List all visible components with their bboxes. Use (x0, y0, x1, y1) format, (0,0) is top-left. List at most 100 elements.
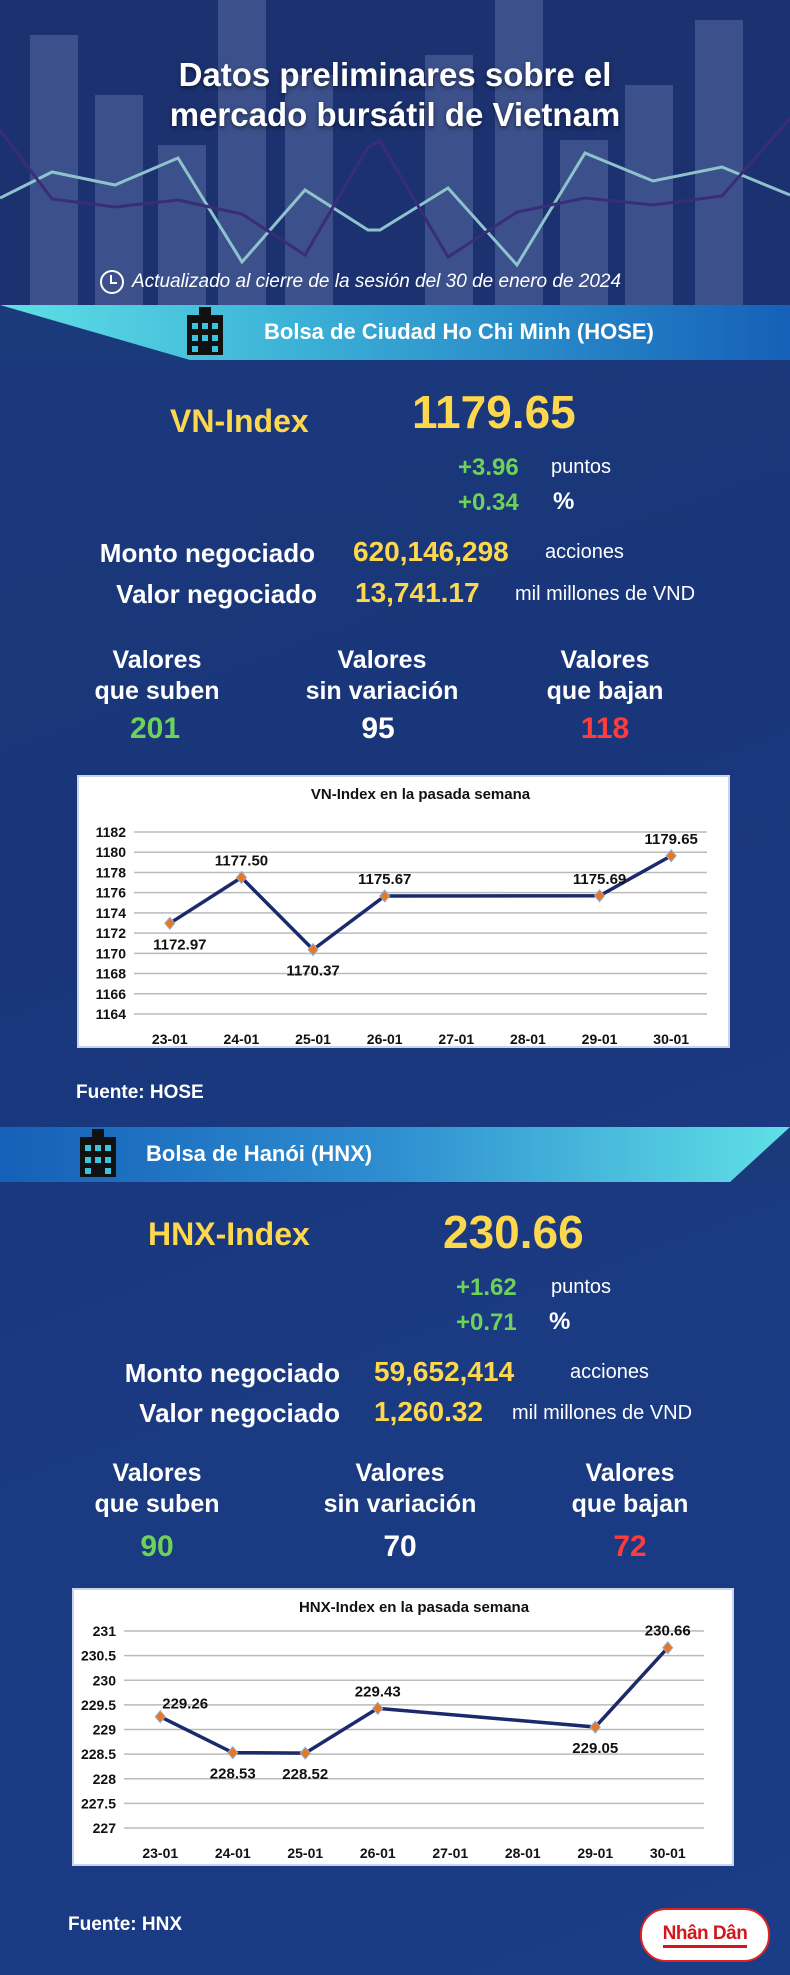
label-line: Valores (112, 1459, 202, 1487)
hose-banner-title: Bolsa de Ciudad Ho Chi Minh (HOSE) (264, 319, 654, 344)
clock-icon (100, 270, 124, 294)
label-line: Valores (585, 1459, 675, 1487)
hnx-source: Fuente: HNX (68, 1914, 182, 1935)
value-unit: mil millones de VND (512, 1402, 693, 1424)
updated-text: Actualizado al cierre de la sesión del 3… (132, 271, 622, 292)
title-line-1: Datos preliminares sobre el (178, 56, 612, 93)
y-tick-label: 1170 (96, 945, 127, 961)
label-line: Valores (355, 1459, 445, 1487)
data-label: 229.43 (355, 1683, 401, 1700)
data-point (662, 1640, 674, 1655)
label-line: Valores (560, 646, 650, 674)
hose-source: Fuente: HOSE (76, 1082, 204, 1103)
x-tick-label: 28-01 (510, 1031, 546, 1046)
vn-index-label: VN-Index (170, 403, 309, 439)
x-tick-label: 29-01 (582, 1031, 618, 1046)
decliners-label: Valores que bajan (530, 1458, 730, 1520)
y-tick-label: 1172 (96, 925, 127, 941)
unchanged-count: 95 (361, 712, 395, 745)
bg-bar (285, 75, 333, 305)
data-point (665, 848, 677, 863)
data-point (372, 1701, 384, 1716)
label-line: sin variación (305, 677, 459, 705)
y-tick-label: 227 (93, 1820, 117, 1836)
hnx-index-value: 230.66 (443, 1206, 584, 1258)
x-tick-label: 27-01 (438, 1031, 474, 1046)
bg-bar (30, 35, 78, 305)
x-tick-label: 24-01 (224, 1031, 260, 1046)
x-tick-label: 26-01 (360, 1845, 396, 1861)
bg-bar (95, 95, 143, 305)
y-tick-label: 230 (93, 1672, 117, 1688)
value-amount: 1,260.32 (374, 1396, 483, 1427)
vn-index-value: 1179.65 (412, 386, 576, 438)
data-point (235, 870, 248, 885)
y-tick-label: 1174 (96, 905, 127, 921)
x-tick-label: 27-01 (432, 1845, 468, 1861)
nhan-dan-logo: Nhân Dân (640, 1908, 770, 1962)
label-line: sin variación (323, 1490, 477, 1518)
hnx-change-pct: +0.71 (456, 1309, 517, 1336)
advancers-label: Valores que suben (57, 645, 257, 707)
hose-banner: Bolsa de Ciudad Ho Chi Minh (HOSE) (0, 305, 790, 360)
decliners-count: 118 (580, 712, 630, 745)
bg-bar (625, 85, 673, 305)
data-label: 229.05 (572, 1740, 618, 1757)
bg-bar (218, 0, 266, 305)
bg-bar (425, 55, 473, 305)
y-tick-label: 229.5 (81, 1697, 116, 1713)
y-tick-label: 230.5 (81, 1648, 116, 1664)
decorative-lines (0, 117, 790, 268)
hnx-change-points: +1.62 (456, 1274, 517, 1301)
unchanged-label: Valores sin variación (300, 1458, 500, 1520)
y-tick-label: 1166 (96, 986, 127, 1002)
advancers-count: 201 (129, 712, 181, 745)
data-point (307, 942, 319, 957)
points-unit: puntos (551, 456, 612, 478)
x-tick-label: 26-01 (367, 1031, 403, 1046)
volume-value: 59,652,414 (374, 1356, 515, 1387)
volume-label: Monto negociado (124, 1358, 340, 1388)
decliners-label: Valores que bajan (505, 645, 705, 707)
bg-bar (695, 20, 743, 305)
x-tick-label: 25-01 (287, 1845, 323, 1861)
vn-change-pct: +0.34 (458, 489, 519, 516)
data-label: 228.53 (210, 1766, 256, 1783)
advancers-label: Valores que suben (57, 1458, 257, 1520)
data-label: 1172.97 (153, 936, 206, 953)
y-tick-label: 228 (93, 1771, 117, 1787)
volume-label: Monto negociado (99, 538, 315, 568)
label-line: Valores (337, 646, 427, 674)
hnx-banner-title: Bolsa de Hanói (HNX) (146, 1141, 373, 1166)
label-line: que suben (94, 1490, 220, 1518)
data-label: 1179.65 (644, 831, 697, 848)
hnx-index-label: HNX-Index (148, 1216, 310, 1252)
x-tick-label: 23-01 (142, 1845, 178, 1861)
y-tick-label: 1182 (96, 824, 127, 840)
x-tick-label: 29-01 (577, 1845, 613, 1861)
y-tick-label: 1168 (96, 966, 127, 982)
data-label: 230.66 (645, 1623, 691, 1640)
volume-value: 620,146,298 (353, 536, 509, 567)
hnx-banner: Bolsa de Hanói (HNX) (0, 1127, 790, 1182)
y-tick-label: 229 (93, 1722, 117, 1738)
vn-index-chart: VN-Index en la pasada semana 1164 1166 1168… (77, 775, 730, 1048)
data-point (154, 1709, 166, 1724)
label-line: que suben (94, 677, 220, 705)
y-tick-label: 1176 (96, 885, 127, 901)
value-amount: 13,741.17 (355, 577, 480, 608)
series-line (159, 1646, 670, 1755)
unchanged-label: Valores sin variación (282, 645, 482, 707)
data-point (593, 889, 606, 903)
decliners-count: 72 (613, 1530, 647, 1563)
data-label: 1170.37 (286, 963, 339, 980)
data-label: 229.26 (162, 1696, 208, 1713)
updated-note: Actualizado al cierre de la sesión del 3… (100, 270, 621, 294)
data-label: 1177.50 (215, 853, 268, 870)
advancers-count: 90 (140, 1530, 174, 1563)
y-tick-label: 228.5 (81, 1746, 116, 1762)
logo-text: Nhân Dân (662, 1923, 748, 1948)
bg-bar (495, 0, 543, 305)
volume-unit: acciones (545, 541, 624, 563)
vn-change-points: +3.96 (458, 454, 519, 481)
